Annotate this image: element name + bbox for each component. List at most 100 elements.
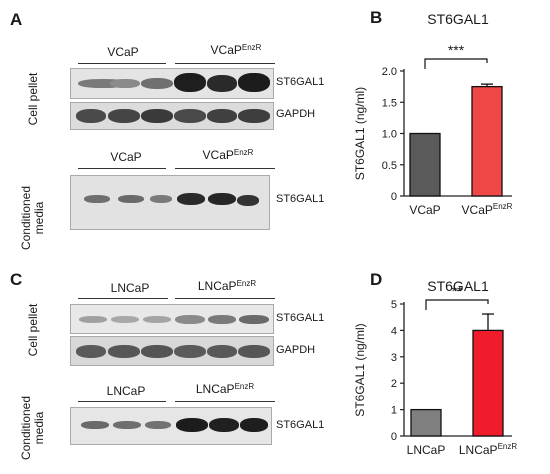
band bbox=[208, 193, 236, 205]
y-axis-label: ST6GAL1 (ng/ml) bbox=[353, 87, 367, 180]
group-line-lncap bbox=[78, 298, 168, 299]
band bbox=[238, 345, 270, 358]
x-tick-label: LNCaP bbox=[407, 443, 446, 457]
side-label-conditioned-media: Conditioned media bbox=[19, 185, 46, 251]
chart-title: ST6GAL1 bbox=[427, 278, 489, 294]
significance-stars: *** bbox=[448, 42, 465, 58]
band bbox=[141, 78, 173, 89]
y-tick-label: 0.5 bbox=[382, 160, 397, 172]
group-line-lncap-enzr bbox=[175, 298, 275, 299]
side-label-cell-pellet-c: Cell pellet bbox=[26, 303, 40, 357]
band bbox=[81, 421, 109, 429]
panel-letter-d: D bbox=[370, 270, 383, 289]
side-label-cell-pellet: Cell pellet bbox=[26, 72, 40, 126]
band bbox=[240, 418, 268, 432]
y-tick-label: 0 bbox=[391, 431, 397, 443]
band bbox=[113, 421, 141, 429]
panel-letter-b: B bbox=[370, 8, 383, 27]
significance-bracket bbox=[424, 58, 488, 69]
y-tick-label: 1 bbox=[391, 405, 397, 417]
significance-bracket bbox=[425, 299, 489, 310]
band bbox=[174, 345, 206, 358]
x-tick-label: VCaPEnzR bbox=[462, 202, 513, 217]
blot-label-st6gal1-c: ST6GAL1 bbox=[276, 312, 325, 324]
chart-title: ST6GAL1 bbox=[427, 11, 489, 27]
band bbox=[207, 345, 237, 358]
blot-label-gapdh: GAPDH bbox=[276, 108, 316, 120]
group-label-vcap: VCaP bbox=[107, 45, 139, 59]
band bbox=[150, 195, 172, 203]
y-tick-label: 4 bbox=[391, 325, 397, 337]
band bbox=[141, 345, 173, 358]
y-tick-label: 5 bbox=[391, 299, 397, 311]
x-tick-label: VCaP bbox=[409, 203, 440, 217]
band bbox=[76, 345, 106, 358]
band bbox=[239, 315, 269, 324]
band bbox=[79, 316, 107, 323]
panel-letter-c: C bbox=[10, 270, 23, 289]
y-tick-label: 2.0 bbox=[382, 66, 397, 78]
band bbox=[175, 315, 205, 324]
bar-chart-b: ST6GAL1 0 0.5 1.0 1.5 2.0 ST6GAL1 (ng/ml) VCaP V… bbox=[353, 11, 513, 217]
band bbox=[208, 315, 236, 324]
blot-strip-st6gal1-media bbox=[70, 175, 270, 230]
y-tick-label: 2 bbox=[391, 378, 397, 390]
x-tick-label: LNCaPEnzR bbox=[459, 442, 517, 457]
blot-label-st6gal1: ST6GAL1 bbox=[276, 76, 325, 88]
blot-label-gapdh-c: GAPDH bbox=[276, 344, 316, 356]
band bbox=[78, 79, 128, 88]
group-line-vcap-media bbox=[78, 168, 166, 169]
band bbox=[145, 421, 171, 429]
band bbox=[209, 418, 239, 432]
bar bbox=[471, 85, 503, 197]
blot-strip-gapdh bbox=[70, 102, 274, 130]
panel-letter-a: A bbox=[10, 10, 23, 29]
band bbox=[118, 195, 144, 203]
band bbox=[174, 109, 206, 123]
group-line-vcap-enzr-media bbox=[175, 168, 275, 169]
significance-stars: ** bbox=[452, 283, 463, 299]
band bbox=[111, 316, 139, 323]
band bbox=[174, 73, 206, 92]
blot-strip-st6gal1-media-c bbox=[70, 407, 272, 445]
group-label-vcap-media: VCaP bbox=[110, 150, 142, 164]
group-label-vcap-enzr: VCaPEnzR bbox=[210, 43, 262, 57]
band bbox=[143, 316, 171, 323]
band bbox=[207, 109, 237, 123]
band bbox=[110, 79, 140, 88]
bar bbox=[409, 132, 441, 197]
band bbox=[141, 109, 173, 123]
bar bbox=[472, 329, 504, 437]
band bbox=[84, 195, 110, 203]
band bbox=[176, 418, 208, 432]
band bbox=[238, 109, 270, 123]
group-line-lncap-enzr-media bbox=[175, 401, 275, 402]
band bbox=[76, 109, 106, 123]
side-label-conditioned-media-c: Conditioned media bbox=[19, 395, 46, 461]
group-line-lncap-media bbox=[78, 401, 166, 402]
y-tick-label: 1.0 bbox=[382, 129, 397, 141]
blot-strip-st6gal1-c bbox=[70, 304, 274, 334]
bar bbox=[410, 408, 442, 437]
group-label-lncap-media: LNCaP bbox=[106, 384, 146, 398]
blot-strip-st6gal1 bbox=[70, 68, 274, 99]
blot-strip-gapdh-c bbox=[70, 336, 274, 366]
blot-label-st6gal1-media-c: ST6GAL1 bbox=[276, 419, 325, 431]
y-tick-label: 1.5 bbox=[382, 97, 397, 109]
group-line-vcap bbox=[78, 63, 166, 64]
band bbox=[108, 345, 140, 358]
group-label-vcap-enzr-media: VCaPEnzR bbox=[202, 148, 254, 162]
blot-label-st6gal1-media: ST6GAL1 bbox=[276, 193, 325, 205]
y-tick-label: 3 bbox=[391, 352, 397, 364]
band bbox=[177, 193, 205, 205]
y-tick-label: 0 bbox=[391, 191, 397, 203]
group-line-vcap-enzr bbox=[175, 63, 275, 64]
group-label-lncap: LNCaP bbox=[110, 281, 150, 295]
group-label-lncap-enzr: LNCaPEnzR bbox=[197, 279, 257, 293]
band bbox=[237, 195, 259, 206]
band bbox=[207, 75, 237, 92]
bar-chart-d: ST6GAL1 0 1 2 3 4 5 ST6GAL1 (ng/ml) LNCaP LNCaPEn… bbox=[353, 278, 517, 457]
band bbox=[108, 109, 140, 123]
band bbox=[238, 73, 270, 92]
y-axis-label: ST6GAL1 (ng/ml) bbox=[353, 323, 367, 416]
